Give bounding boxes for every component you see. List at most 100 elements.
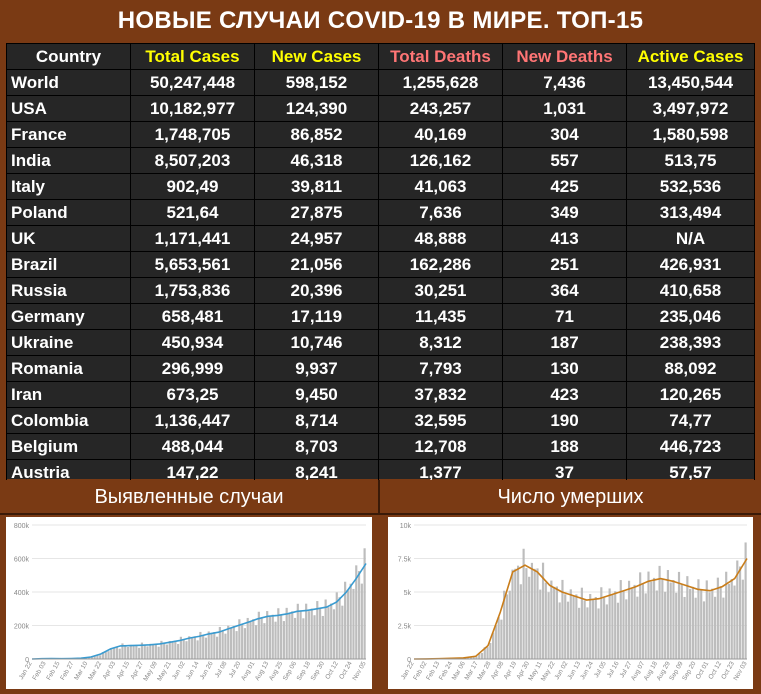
data-bar — [739, 566, 741, 659]
data-bar — [227, 626, 229, 659]
data-bar — [308, 611, 310, 659]
data-bar — [695, 598, 697, 659]
data-bar — [146, 646, 148, 659]
data-bar — [300, 611, 302, 659]
data-bar — [642, 584, 644, 659]
y-tick-label: 7.5k — [398, 557, 412, 564]
data-bar — [327, 607, 329, 659]
data-bar — [130, 645, 132, 659]
data-bar — [202, 636, 204, 659]
data-bar — [606, 604, 608, 659]
cell-total-cases: 1,748,705 — [131, 122, 255, 148]
data-bar — [708, 592, 710, 659]
cell-total-cases: 521,64 — [131, 200, 255, 226]
cell-country: Russia — [7, 278, 131, 304]
data-bar — [628, 581, 630, 659]
cell-new-deaths: 349 — [503, 200, 627, 226]
data-bar — [495, 625, 497, 659]
data-bar — [235, 631, 237, 659]
data-bar — [138, 648, 140, 659]
data-bar — [609, 588, 611, 659]
cell-country: Colombia — [7, 408, 131, 434]
data-bar — [244, 628, 246, 659]
data-bar — [294, 618, 296, 659]
data-bar — [224, 634, 226, 659]
data-bar — [572, 595, 574, 659]
data-bar — [661, 579, 663, 659]
cell-new-cases: 598,152 — [255, 70, 379, 96]
covid-table: Country Total Cases New Cases Total Deat… — [6, 43, 754, 479]
y-tick-label: 10k — [400, 523, 412, 530]
cell-new-cases: 17,119 — [255, 304, 379, 330]
data-bar — [675, 593, 677, 659]
cell-total-cases: 1,171,441 — [131, 226, 255, 252]
x-tick-label: May 21 — [156, 660, 173, 682]
data-bar — [500, 620, 502, 659]
data-bar — [489, 643, 491, 659]
cell-total-deaths: 243,257 — [379, 96, 503, 122]
cell-country: UK — [7, 226, 131, 252]
cell-total-cases: 450,934 — [131, 330, 255, 356]
data-bar — [528, 577, 530, 659]
data-bar — [667, 570, 669, 659]
data-bar — [171, 642, 173, 659]
cell-new-cases: 8,703 — [255, 434, 379, 460]
cell-total-deaths: 30,251 — [379, 278, 503, 304]
data-bar — [722, 598, 724, 659]
cell-active-cases: 13,450,544 — [627, 70, 755, 96]
data-bar — [545, 583, 547, 659]
data-bar — [174, 641, 176, 659]
data-bar — [341, 606, 343, 659]
data-bar — [188, 636, 190, 659]
data-bar — [322, 616, 324, 659]
data-bar — [325, 599, 327, 659]
data-bar — [647, 572, 649, 659]
data-bar — [525, 568, 527, 659]
data-bar — [311, 609, 313, 659]
stats-table: Country Total Cases New Cases Total Deat… — [6, 43, 755, 486]
cell-total-deaths: 48,888 — [379, 226, 503, 252]
y-tick-label: 5k — [404, 590, 412, 597]
data-bar — [717, 578, 719, 659]
data-bar — [194, 636, 196, 659]
data-bar — [116, 647, 118, 659]
data-bar — [222, 631, 224, 659]
data-bar — [149, 644, 151, 659]
data-bar — [350, 584, 352, 659]
data-bar — [119, 649, 121, 659]
x-tick-label: Nov 05 — [351, 660, 368, 682]
data-bar — [210, 633, 212, 659]
data-bar — [559, 602, 561, 659]
data-bar — [291, 611, 293, 659]
data-bar — [205, 638, 207, 659]
cell-active-cases: 513,75 — [627, 148, 755, 174]
cell-new-cases: 27,875 — [255, 200, 379, 226]
data-bar — [319, 608, 321, 659]
cell-new-deaths: 251 — [503, 252, 627, 278]
page-title: НОВЫЕ СЛУЧАИ COVID-19 В МИРЕ. ТОП-15 — [0, 0, 761, 42]
data-bar — [603, 598, 605, 659]
data-bar — [670, 583, 672, 659]
cell-active-cases: 3,497,972 — [627, 96, 755, 122]
cell-total-deaths: 37,832 — [379, 382, 503, 408]
data-bar — [166, 645, 168, 659]
data-bar — [622, 591, 624, 659]
data-bar — [113, 648, 115, 659]
header-total-cases: Total Cases — [131, 44, 255, 70]
data-bar — [269, 617, 271, 659]
data-bar — [124, 646, 126, 659]
data-bar — [280, 615, 282, 659]
cell-new-deaths: 413 — [503, 226, 627, 252]
data-bar — [169, 641, 171, 659]
cell-total-deaths: 32,595 — [379, 408, 503, 434]
x-tick-label: Mar 22 — [87, 660, 103, 681]
cell-active-cases: 235,046 — [627, 304, 755, 330]
